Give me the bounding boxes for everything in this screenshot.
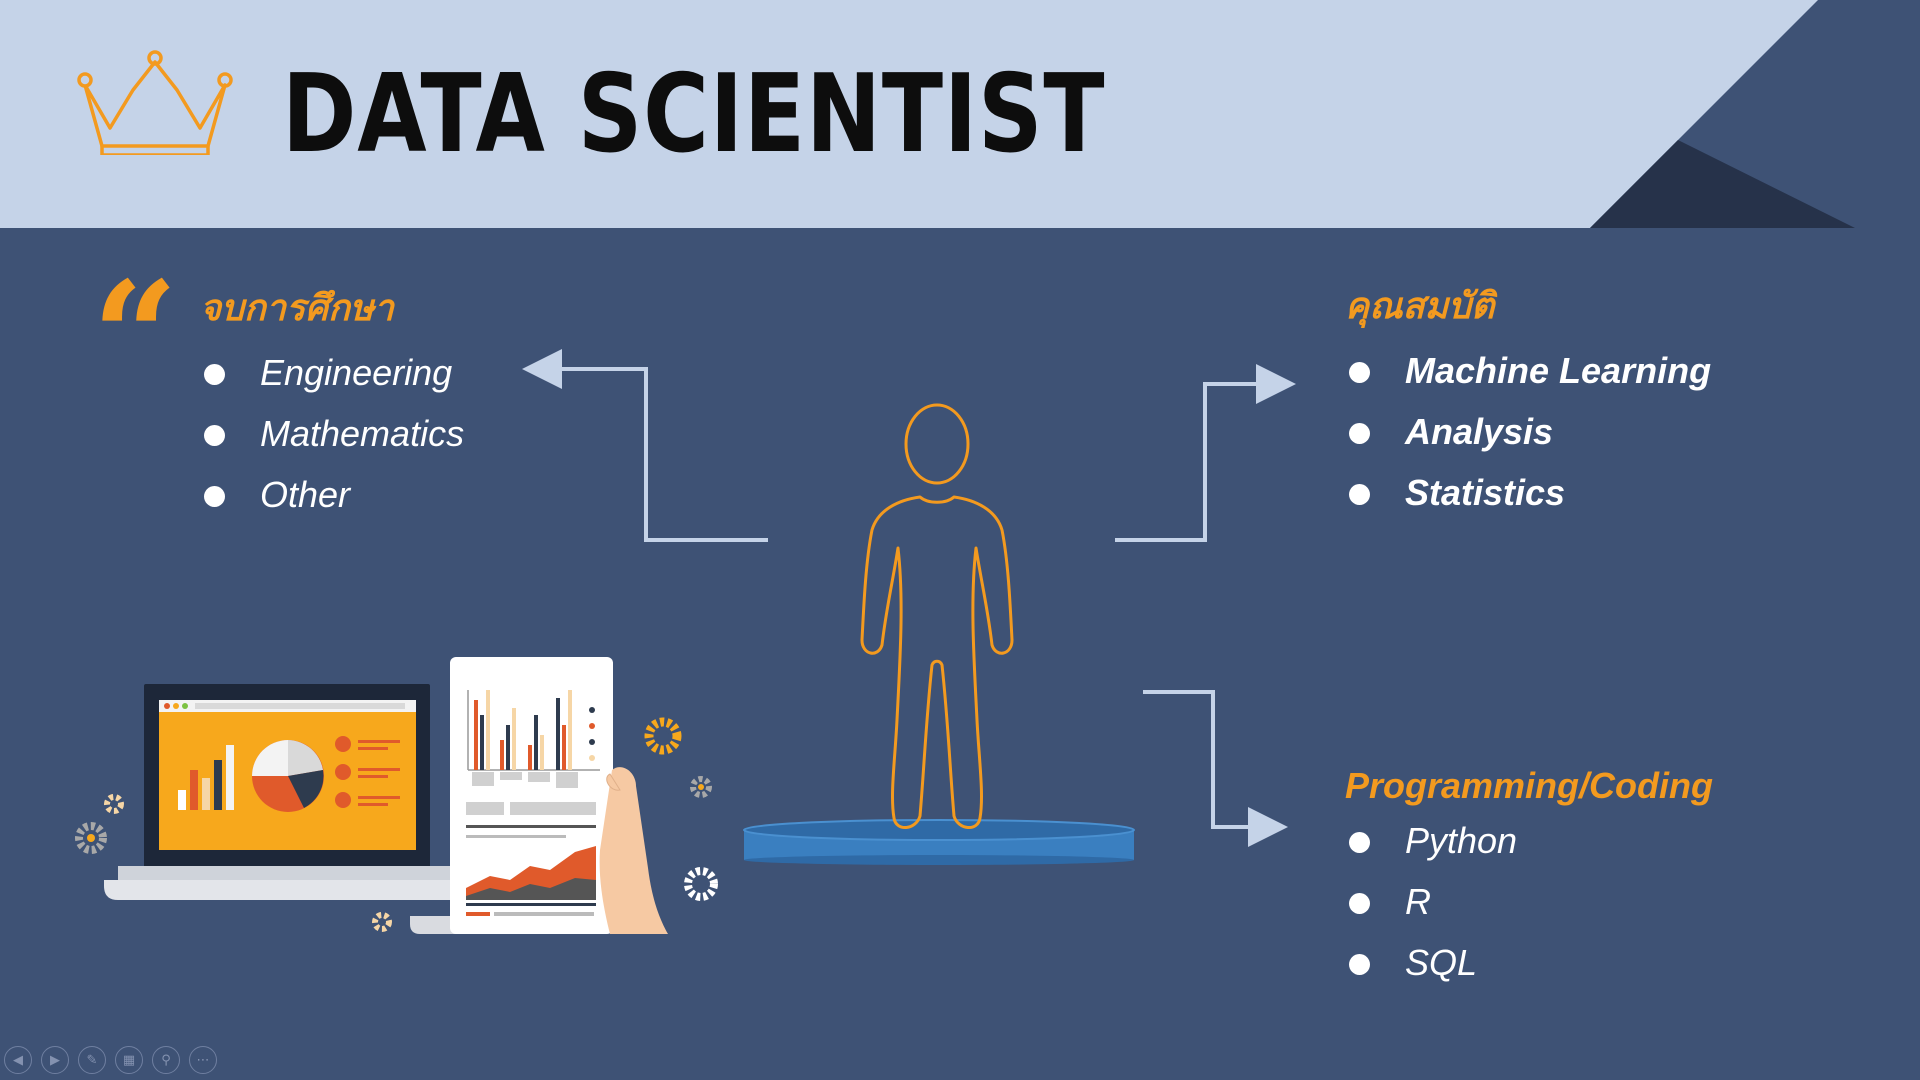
bullet-icon	[1349, 362, 1370, 383]
bullet-icon	[1349, 832, 1370, 853]
platform	[743, 819, 1135, 865]
person-outline-icon	[860, 403, 1014, 829]
laptop-illustration	[104, 684, 474, 900]
crown-icon	[77, 50, 233, 155]
slide-sorter-button[interactable]: ▦	[115, 1046, 143, 1074]
gear-icons	[75, 717, 718, 932]
bullet-icon	[1349, 954, 1370, 975]
bullet-icon	[1349, 423, 1370, 444]
more-options-button[interactable]: ⋯	[189, 1046, 217, 1074]
laptop-pie-chart	[252, 740, 324, 812]
bullet-icon	[204, 425, 225, 446]
pen-tool-button[interactable]: ✎	[78, 1046, 106, 1074]
laptop-checklist	[335, 736, 400, 808]
slide-title: DATA SCIENTIST	[282, 52, 1106, 177]
report-illustration	[410, 657, 668, 934]
education-heading: จบการศึกษา	[200, 287, 394, 328]
bullet-icon	[204, 364, 225, 385]
presentation-toolbar: ◀ ▶ ✎ ▦ ⚲ ⋯	[4, 1046, 217, 1078]
quote-mark-icon: “	[92, 249, 179, 425]
bullet-icon	[1349, 893, 1370, 914]
laptop-bar-chart	[178, 745, 234, 810]
header-corner-decoration	[1590, 0, 1920, 228]
arrow-to-qualifications	[1115, 364, 1296, 542]
bullet-icon	[204, 486, 225, 507]
connector-arrows	[522, 349, 1296, 847]
header-band	[0, 0, 1920, 228]
hand-icon	[599, 767, 668, 934]
bullet-icon	[1349, 484, 1370, 505]
arrow-to-programming	[1143, 690, 1288, 847]
programming-heading: Programming/Coding	[1345, 765, 1713, 806]
qualifications-heading: คุณสมบัติ	[1345, 285, 1495, 326]
previous-slide-button[interactable]: ◀	[4, 1046, 32, 1074]
zoom-button[interactable]: ⚲	[152, 1046, 180, 1074]
next-slide-button[interactable]: ▶	[41, 1046, 69, 1074]
arrow-to-education	[522, 349, 768, 542]
